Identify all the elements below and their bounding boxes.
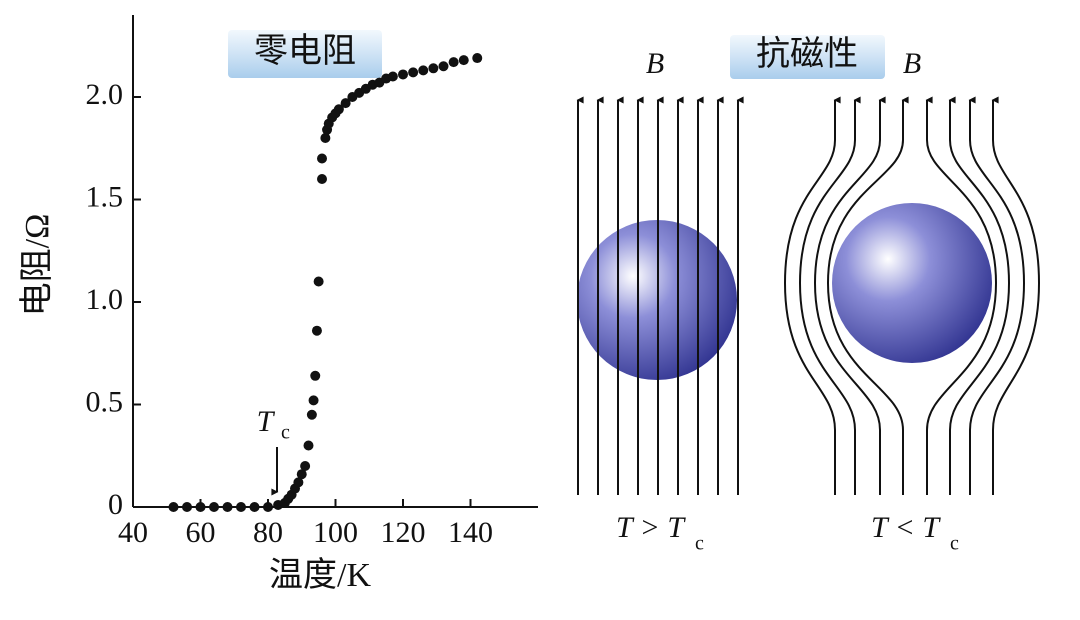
- y-tick-label: 0: [108, 488, 123, 521]
- data-point: [320, 133, 331, 143]
- y-axis-label: 电阻/Ω: [18, 214, 56, 317]
- x-tick-label: 140: [448, 516, 493, 549]
- x-tick-label: 120: [381, 516, 426, 549]
- data-point: [168, 502, 179, 512]
- field-label: B: [903, 47, 921, 80]
- data-point: [340, 98, 351, 109]
- y-tick-label: 1.5: [86, 180, 124, 213]
- data-point: [300, 461, 311, 471]
- field-line: [968, 96, 1026, 495]
- data-point: [306, 409, 317, 420]
- tc-label: T: [257, 405, 276, 438]
- data-point: [293, 477, 304, 488]
- x-tick-label: 40: [118, 516, 148, 549]
- data-point: [308, 395, 319, 406]
- y-tick-label: 1.0: [86, 283, 124, 316]
- data-point: [428, 63, 439, 74]
- diagram-title: 抗磁性: [756, 35, 858, 73]
- field-line: [826, 96, 909, 495]
- data-point: [458, 55, 469, 66]
- tc-sub: c: [281, 422, 290, 444]
- x-tick-label: 100: [313, 516, 358, 549]
- data-point: [311, 325, 322, 336]
- caption-sub: c: [695, 533, 704, 555]
- field-line: [798, 96, 861, 495]
- data-point: [296, 469, 307, 480]
- data-point: [313, 276, 324, 287]
- data-point: [236, 502, 246, 512]
- data-point: [317, 153, 327, 164]
- x-axis-label: 温度/K: [269, 556, 371, 594]
- data-point: [398, 69, 408, 80]
- caption: T > T: [616, 511, 686, 544]
- label-box: [730, 35, 885, 79]
- sphere: [832, 203, 992, 363]
- field-line: [925, 96, 998, 495]
- field-line: [948, 96, 1011, 495]
- data-point: [310, 370, 321, 381]
- data-point: [408, 67, 419, 78]
- caption: T < T: [871, 511, 941, 544]
- data-point: [472, 53, 483, 64]
- x-tick-label: 80: [253, 516, 283, 549]
- field-line: [813, 96, 886, 495]
- field-line: [783, 96, 841, 495]
- field-label: B: [646, 47, 664, 80]
- data-point: [303, 440, 314, 451]
- data-point: [195, 502, 206, 512]
- field-lines: [576, 96, 1041, 495]
- data-point: [263, 502, 273, 512]
- label-box: [228, 30, 382, 78]
- y-tick-label: 0.5: [86, 385, 124, 418]
- data-point: [222, 502, 233, 512]
- data-point: [182, 502, 192, 512]
- x-tick-label: 60: [186, 516, 216, 549]
- field-line: [991, 96, 1041, 495]
- y-tick-label: 2.0: [86, 78, 124, 111]
- data-point: [387, 71, 398, 82]
- data-point: [333, 104, 344, 115]
- data-point: [438, 61, 449, 72]
- chart-title: 零电阻: [254, 32, 356, 70]
- data-point: [209, 502, 219, 512]
- caption-sub: c: [950, 533, 959, 555]
- data-point: [317, 174, 327, 184]
- data-point: [418, 65, 429, 76]
- data-point: [448, 57, 459, 68]
- data-point: [249, 502, 260, 512]
